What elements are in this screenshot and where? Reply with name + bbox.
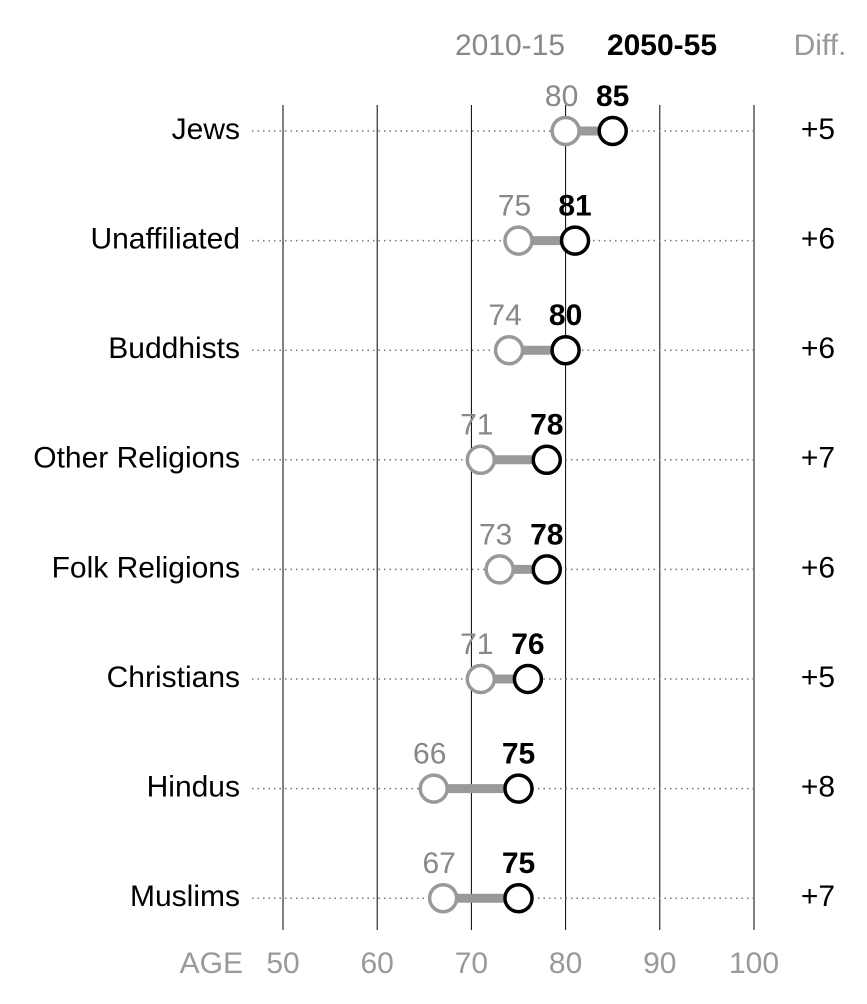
category-label: Buddhists [108,332,240,365]
value-label: 73 [479,518,512,551]
x-tick-label: 100 [729,947,779,980]
dot-2050 [531,554,563,585]
value-label: 75 [502,847,535,880]
category-label: Hindus [147,771,240,804]
value-label: 78 [530,409,563,442]
diff-label: +6 [801,551,835,584]
dot-2010 [427,882,459,914]
value-label: 71 [460,409,493,442]
value-label: 80 [549,299,582,332]
diff-label: +7 [801,880,835,913]
dot-2050 [503,773,534,804]
legend-label: 2010-15 [455,29,565,62]
x-tick-label: 90 [643,947,676,980]
diff-label: +5 [801,661,835,694]
dot-2050 [550,334,581,366]
diff-label: +6 [801,332,835,365]
x-tick-label: 50 [266,947,299,980]
dot-2010 [550,115,581,147]
dot-2010 [465,663,497,695]
value-label: 75 [502,738,535,771]
diff-label: +7 [801,442,835,475]
category-label: Folk Religions [52,551,240,584]
dot-2050 [531,444,563,476]
x-tick-label: 80 [549,947,582,980]
diff-label: +5 [801,113,835,146]
dot-2050 [512,663,544,695]
value-label: 76 [511,628,544,661]
x-tick-label: 70 [455,947,488,980]
category-label: Other Religions [33,442,240,475]
dot-2010 [484,554,515,585]
dot-2050 [559,225,591,256]
value-label: 74 [488,299,521,332]
value-label: 85 [596,80,629,113]
value-label: 75 [498,190,531,223]
value-label: 78 [530,518,563,551]
category-label: Jews [172,113,240,146]
dot-2010 [493,334,525,366]
dot-2010 [503,225,534,256]
dot-2050 [503,882,534,914]
dot-2010 [418,773,449,804]
value-label: 71 [460,628,493,661]
dot-2010 [465,444,497,476]
diff-header: Diff. [794,29,847,62]
value-label: 66 [413,738,446,771]
category-label: Muslims [130,880,240,913]
value-label: 81 [558,190,591,223]
legend-label: 2050-55 [607,29,717,62]
dot-2050 [597,115,628,147]
category-label: Unaffiliated [90,223,240,256]
category-label: Christians [107,661,240,694]
diff-label: +6 [801,223,835,256]
value-label: 80 [545,80,578,113]
value-label: 67 [422,847,455,880]
x-axis-label: AGE [180,947,243,980]
diff-label: +8 [801,771,835,804]
x-tick-label: 60 [361,947,394,980]
